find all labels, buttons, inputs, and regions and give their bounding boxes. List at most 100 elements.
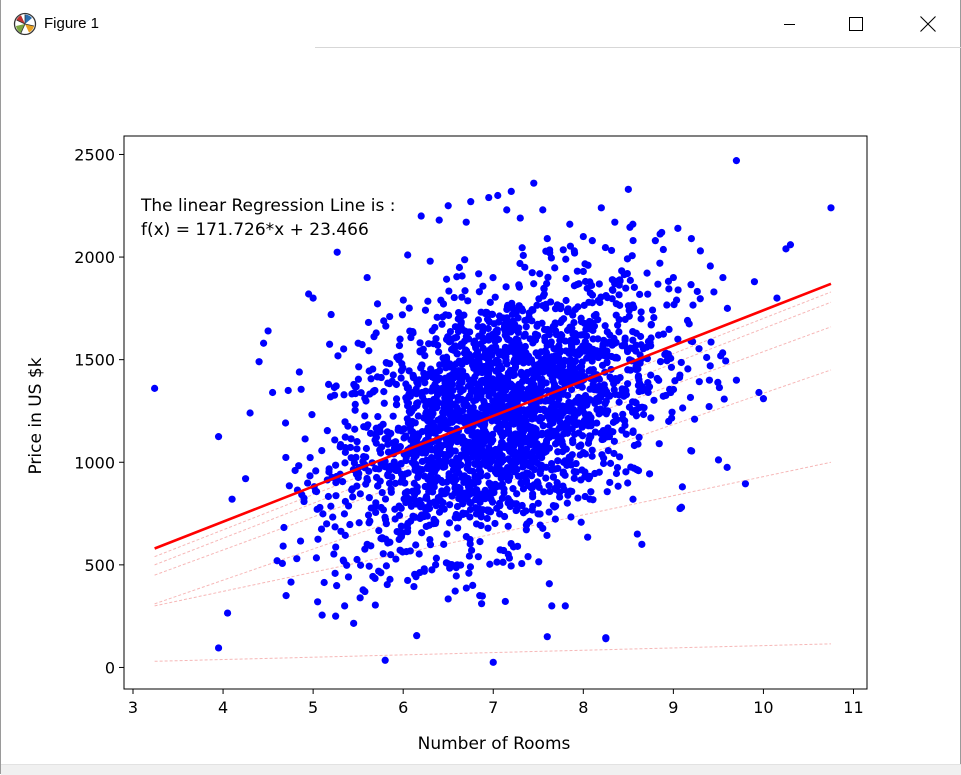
scatter-point [609, 286, 617, 294]
scatter-point [527, 357, 535, 366]
scatter-point [619, 410, 627, 418]
x-tick-label: 5 [308, 698, 318, 717]
scatter-point [577, 362, 586, 371]
scatter-point [439, 463, 447, 471]
scatter-point [416, 339, 424, 347]
scatter-point [381, 656, 389, 664]
scatter-point [645, 383, 654, 391]
scatter-point [577, 518, 585, 526]
scatter-point [559, 367, 568, 376]
scatter-point [686, 393, 695, 402]
scatter-point [659, 245, 667, 254]
scatter-point [465, 552, 474, 560]
scatter-point [420, 472, 428, 480]
scatter-point [437, 424, 445, 432]
scatter-point [655, 376, 663, 384]
scatter-point [228, 495, 236, 503]
scatter-point [403, 415, 411, 423]
scatter-point [435, 348, 443, 356]
scatter-point [314, 535, 322, 543]
scatter-point [592, 347, 600, 355]
scatter-point [331, 569, 339, 577]
scatter-point [460, 489, 468, 497]
scatter-point [412, 573, 420, 581]
scatter-point [567, 366, 575, 374]
scatter-point [441, 441, 449, 449]
scatter-point [443, 485, 451, 493]
scatter-point [562, 296, 570, 305]
scatter-point [526, 517, 534, 526]
scatter-point [679, 404, 687, 412]
scatter-point [373, 300, 382, 308]
scatter-point [501, 597, 509, 606]
scatter-point [391, 438, 400, 446]
scatter-point [755, 388, 763, 397]
scatter-point [634, 373, 642, 381]
scatter-point [259, 339, 268, 347]
scatter-point [584, 342, 592, 350]
scatter-point [583, 284, 591, 292]
scatter-point [473, 385, 481, 393]
scatter-point [340, 510, 349, 518]
scatter-point [389, 371, 397, 379]
scatter-point [688, 447, 696, 455]
scatter-point [442, 275, 451, 283]
scatter-point [466, 563, 475, 571]
scatter-point [414, 412, 422, 420]
scatter-point [392, 380, 401, 389]
maximize-button[interactable] [833, 0, 879, 48]
scatter-point [621, 421, 629, 429]
scatter-point [332, 478, 340, 487]
scatter-point [415, 376, 423, 384]
scatter-point [440, 360, 448, 368]
minimize-icon [784, 24, 795, 25]
minimize-button[interactable] [767, 0, 813, 48]
scatter-point [578, 432, 587, 440]
scatter-point [672, 296, 681, 304]
scatter-point [372, 499, 380, 507]
scatter-point [458, 293, 466, 301]
scatter-point [382, 562, 390, 570]
scatter-point [540, 290, 548, 298]
scatter-point [563, 306, 572, 314]
scatter-point [441, 379, 449, 388]
y-tick-label: 1500 [74, 351, 115, 370]
scatter-point [462, 356, 470, 364]
scatter-point [419, 345, 427, 353]
scatter-point [689, 301, 697, 309]
scatter-point [581, 391, 590, 400]
scatter-point [492, 343, 500, 351]
scatter-point [332, 461, 340, 469]
scatter-point [414, 470, 423, 478]
figure-canvas: 3 4 5 6 7 8 9 10 11 0 500 1000 1500 2000 2500 Number … [1, 48, 961, 764]
scatter-point [433, 313, 441, 321]
scatter-point [732, 376, 741, 384]
scatter-point [476, 538, 484, 546]
scatter-point [543, 633, 551, 641]
scatter-point [631, 398, 639, 406]
scatter-point [445, 451, 453, 459]
scatter-point [565, 349, 573, 358]
scatter-point [535, 558, 543, 566]
close-button[interactable] [905, 0, 951, 48]
scatter-point [507, 562, 515, 570]
faint-line [154, 461, 832, 607]
scatter-point [449, 465, 458, 474]
scatter-point [671, 377, 679, 385]
scatter-point [366, 429, 375, 437]
scatter-point [524, 409, 532, 417]
scatter-point [663, 301, 671, 309]
scatter-point [410, 454, 418, 463]
scatter-point [471, 411, 479, 419]
scatter-point [570, 282, 578, 290]
scatter-point [466, 513, 474, 521]
scatter-point [468, 431, 476, 439]
regression-line-layer [154, 282, 832, 550]
scatter-point [559, 246, 567, 254]
scatter-point [355, 519, 363, 527]
scatter-point [385, 380, 394, 388]
scatter-point [590, 397, 598, 405]
scatter-point [665, 417, 673, 425]
scatter-point [601, 322, 609, 330]
